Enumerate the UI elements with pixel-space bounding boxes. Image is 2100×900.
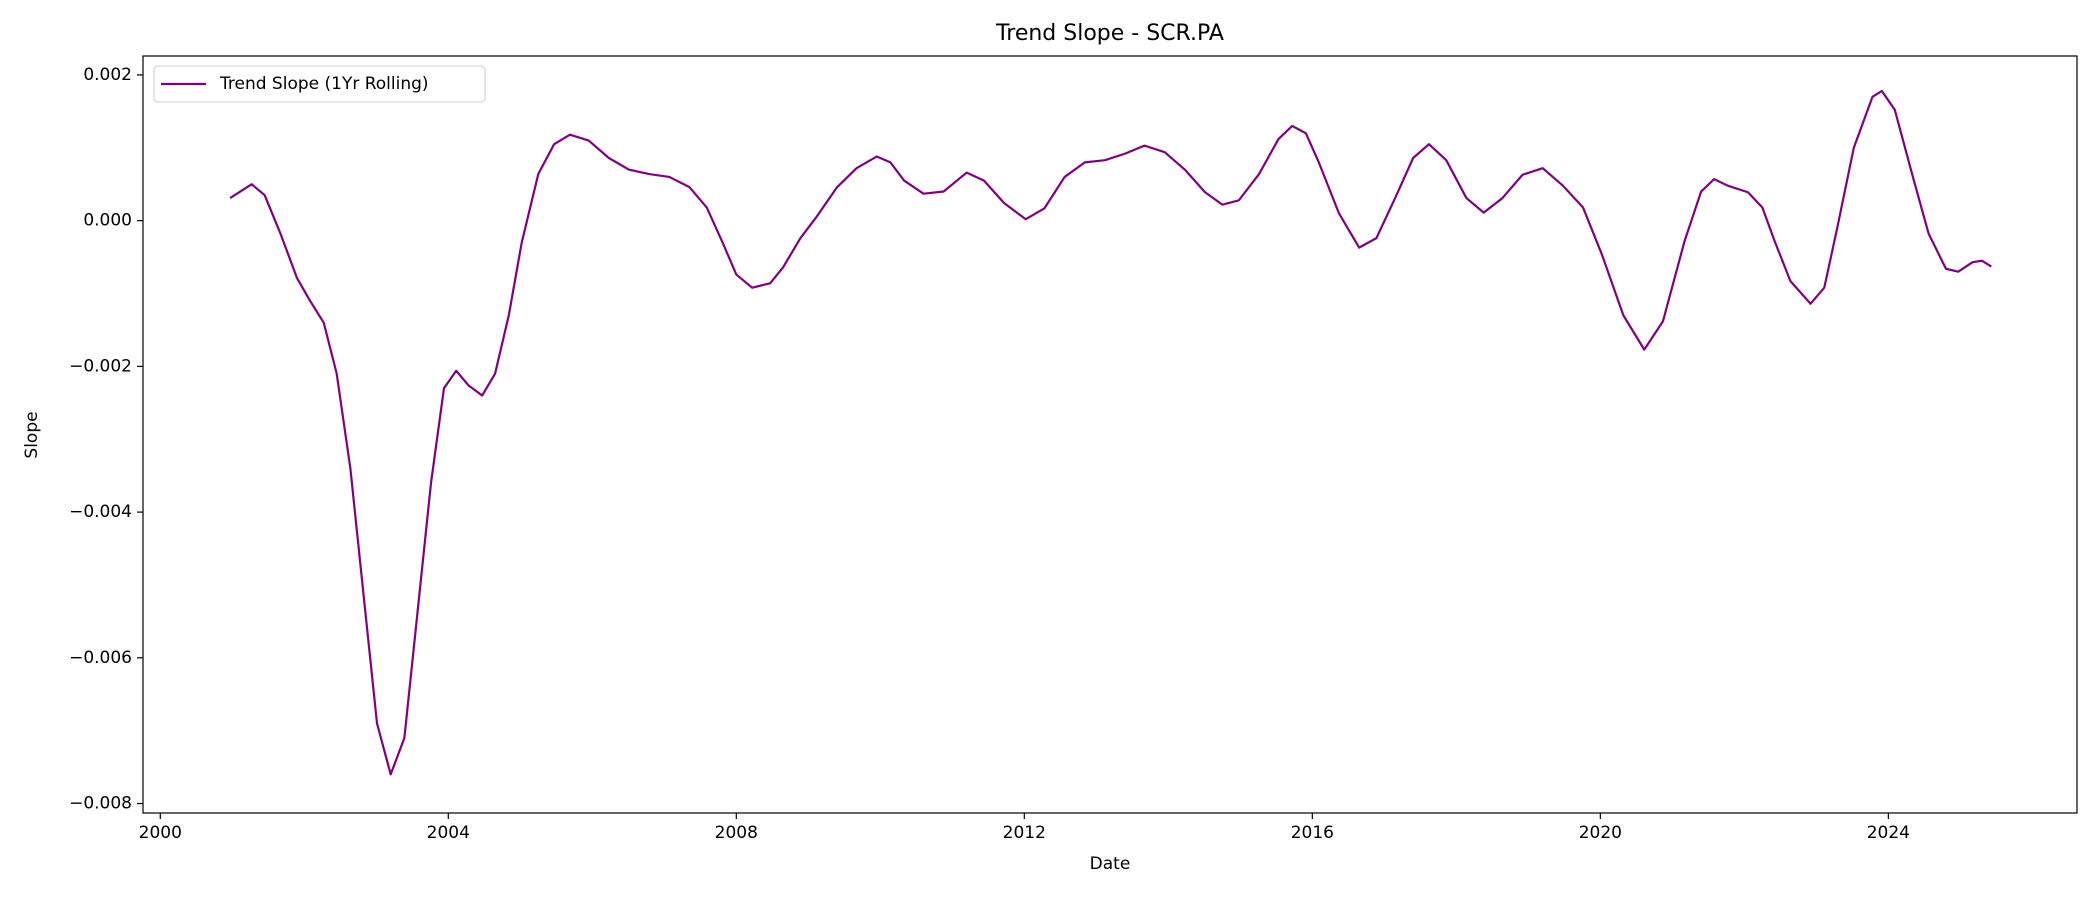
legend-label: Trend Slope (1Yr Rolling) bbox=[219, 74, 429, 94]
y-tick-label: −0.006 bbox=[69, 648, 132, 668]
chart-title: Trend Slope - SCR.PA bbox=[995, 21, 1224, 46]
x-tick-label: 2012 bbox=[1003, 823, 1046, 843]
x-axis-label: Date bbox=[1090, 854, 1131, 874]
plot-frame bbox=[142, 55, 2078, 814]
x-tick-label: 2024 bbox=[1867, 823, 1910, 843]
data-line bbox=[229, 89, 1992, 776]
y-tick-label: −0.004 bbox=[69, 502, 132, 522]
y-axis-label: Slope bbox=[22, 411, 42, 458]
x-tick-label: 2008 bbox=[715, 823, 758, 843]
x-tick-label: 2016 bbox=[1291, 823, 1334, 843]
x-tick-label: 2000 bbox=[139, 823, 182, 843]
y-tick-label: −0.002 bbox=[69, 356, 132, 376]
x-tick-label: 2004 bbox=[427, 823, 470, 843]
x-tick-label: 2020 bbox=[1579, 823, 1622, 843]
y-tick-label: 0.002 bbox=[83, 65, 132, 85]
legend-box bbox=[153, 65, 486, 103]
y-tick-label: −0.008 bbox=[69, 794, 132, 814]
y-tick-label: 0.000 bbox=[83, 211, 132, 231]
